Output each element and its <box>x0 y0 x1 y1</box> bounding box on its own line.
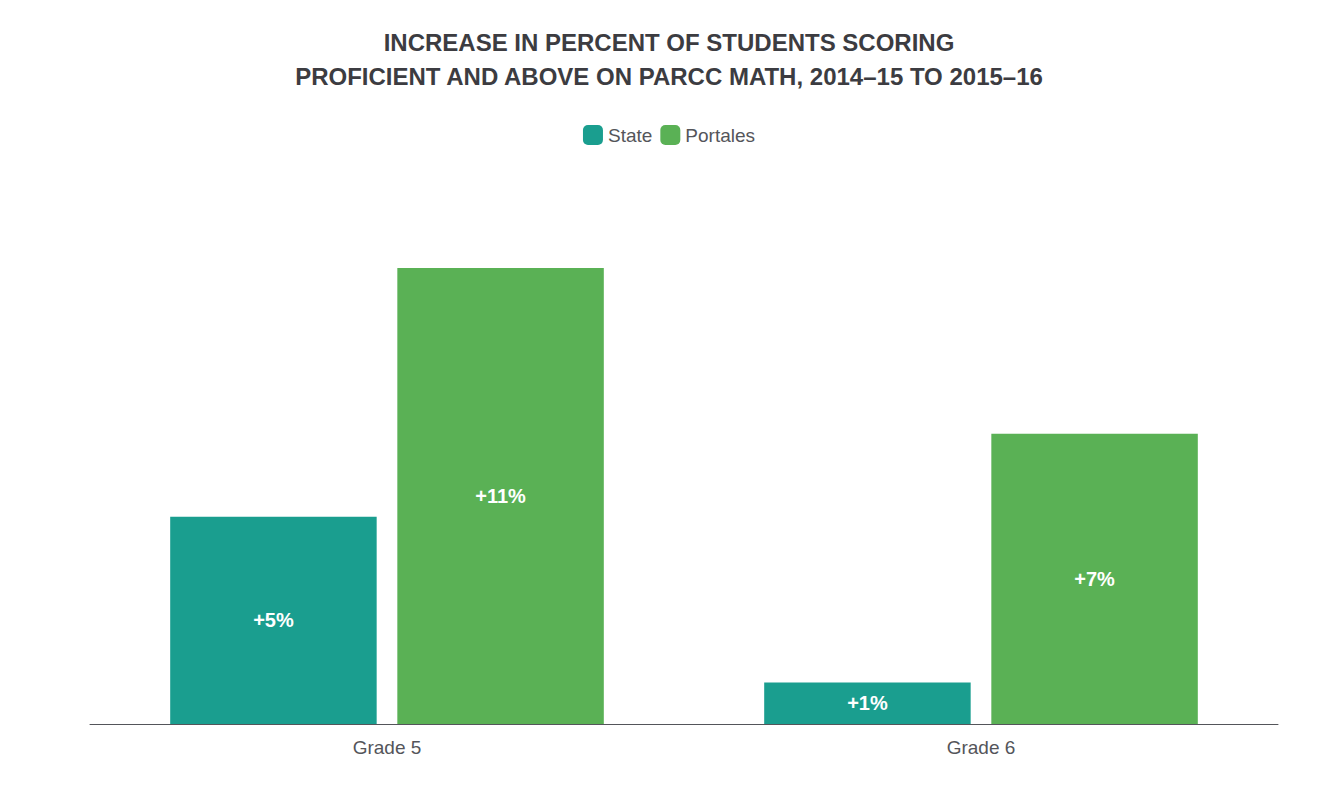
svg-text:Portales: Portales <box>685 125 755 146</box>
svg-text:+7%: +7% <box>1074 568 1115 590</box>
svg-text:+1%: +1% <box>847 692 888 714</box>
svg-text:INCREASE IN PERCENT OF STUDENT: INCREASE IN PERCENT OF STUDENTS SCORING <box>384 29 955 56</box>
svg-text:PROFICIENT AND ABOVE ON PARCC: PROFICIENT AND ABOVE ON PARCC MATH, 2014… <box>295 63 1043 90</box>
svg-text:Grade 5: Grade 5 <box>353 737 422 758</box>
svg-text:+11%: +11% <box>475 485 526 507</box>
svg-text:Grade 6: Grade 6 <box>947 737 1016 758</box>
svg-text:State: State <box>608 125 652 146</box>
svg-text:+5%: +5% <box>253 609 294 631</box>
